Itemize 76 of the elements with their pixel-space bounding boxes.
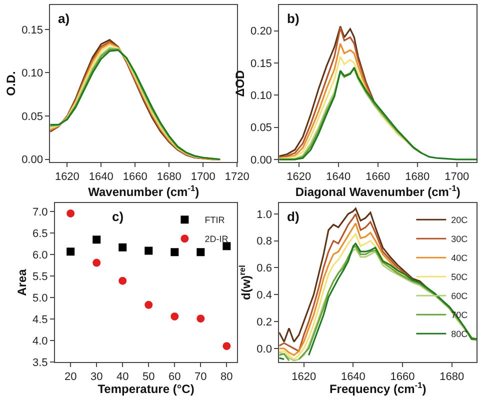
x-axis-title: Temperature (°C) bbox=[98, 382, 194, 396]
x-tick-label: 1700 bbox=[190, 171, 216, 184]
x-tick-label: 1660 bbox=[122, 171, 148, 184]
legend-label: FTIR bbox=[204, 215, 226, 226]
x-tick-label: 1660 bbox=[366, 171, 390, 184]
y-axis-title: O.D. bbox=[4, 71, 18, 96]
y-tick-label: 5.5 bbox=[32, 270, 48, 283]
y-tick-label: 0.00 bbox=[250, 154, 272, 166]
legend-label: 50C bbox=[451, 272, 468, 282]
y-tick-label: 0.05 bbox=[22, 110, 43, 123]
x-tick-label: 60 bbox=[168, 371, 181, 384]
y-tick-label: 6.0 bbox=[32, 250, 48, 262]
y-tick-label: 0.10 bbox=[250, 90, 272, 102]
annotation: a) bbox=[58, 11, 70, 26]
y-tick-label: 0.15 bbox=[250, 58, 272, 70]
point bbox=[170, 248, 179, 256]
x-tick-label: 70 bbox=[194, 371, 207, 384]
x-axis-title: Wavenumber (cm$^{-1}$) bbox=[88, 183, 200, 200]
y-tick-label: 4.5 bbox=[32, 314, 48, 326]
x-tick-label: 1620 bbox=[292, 371, 316, 384]
line-series bbox=[279, 66, 477, 160]
point bbox=[222, 342, 231, 350]
y-tick-label: 0.2 bbox=[256, 316, 272, 328]
x-tick-label: 1680 bbox=[405, 171, 430, 184]
y-tick-label: 4.0 bbox=[32, 335, 48, 348]
y-tick-label: 1.0 bbox=[256, 208, 272, 221]
x-tick-label: 1680 bbox=[156, 171, 182, 184]
x-tick-label: 30 bbox=[90, 371, 103, 384]
point bbox=[196, 314, 205, 323]
y-tick-label: 0.00 bbox=[22, 154, 43, 166]
legend-label: 40C bbox=[451, 253, 468, 264]
x-tick-label: 1700 bbox=[444, 171, 470, 184]
y-tick-label: 7.0 bbox=[32, 206, 48, 219]
y-tick-label: 0.8 bbox=[256, 236, 272, 248]
x-tick-label: 20 bbox=[64, 371, 77, 384]
y-tick-label: 0.6 bbox=[256, 262, 272, 275]
annotation: d) bbox=[287, 209, 300, 224]
legend-label: 60C bbox=[451, 291, 468, 302]
legend-label: 80C bbox=[451, 329, 468, 340]
legend-label: 2D-IR bbox=[204, 234, 229, 244]
point bbox=[66, 209, 75, 218]
point bbox=[144, 246, 153, 255]
y-tick-label: 0.0 bbox=[256, 343, 272, 356]
point bbox=[196, 248, 205, 256]
x-tick-label: 40 bbox=[116, 371, 129, 384]
x-tick-label: 1720 bbox=[224, 171, 250, 184]
y-tick-label: 0.15 bbox=[22, 24, 43, 36]
point bbox=[222, 242, 231, 250]
point bbox=[170, 312, 179, 320]
x-tick-label: 1620 bbox=[286, 171, 312, 184]
y-tick-label: 0.20 bbox=[250, 26, 272, 38]
y-tick-label: 0.4 bbox=[256, 290, 272, 302]
annotation: c) bbox=[112, 209, 124, 224]
y-tick-label: 5.0 bbox=[32, 292, 48, 304]
point bbox=[118, 276, 127, 285]
legend-label: 20C bbox=[451, 215, 468, 226]
x-tick-label: 1640 bbox=[88, 171, 114, 184]
point bbox=[92, 258, 101, 267]
x-axis-title: Diagonal Wavenumber (cm$^{-1}$) bbox=[295, 183, 460, 200]
x-tick-label: 80 bbox=[220, 371, 233, 384]
x-tick-label: 1620 bbox=[54, 171, 80, 184]
legend-label: 30C bbox=[451, 234, 468, 244]
point bbox=[92, 236, 101, 244]
y-axis-title: Area bbox=[14, 268, 29, 296]
y-tick-label: 6.5 bbox=[32, 228, 48, 240]
x-tick-label: 1680 bbox=[440, 371, 464, 384]
x-tick-label: 1640 bbox=[326, 171, 351, 184]
y-tick-label: 0.10 bbox=[22, 68, 43, 80]
y-tick-label: 3.5 bbox=[32, 356, 48, 369]
annotation: b) bbox=[287, 11, 300, 26]
point bbox=[66, 248, 75, 256]
y-axis-title: ΔOD bbox=[232, 70, 247, 97]
point bbox=[144, 300, 153, 309]
y-tick-label: 0.05 bbox=[250, 122, 272, 134]
x-tick-label: 50 bbox=[142, 371, 155, 384]
point bbox=[118, 243, 127, 252]
